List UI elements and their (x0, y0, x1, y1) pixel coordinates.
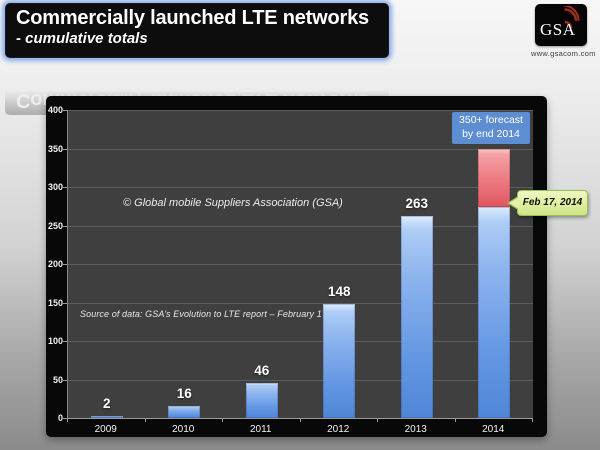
y-axis-tick (63, 264, 67, 265)
source-note: Source of data: GSA’s Evolution to LTE r… (80, 309, 353, 319)
x-axis-category-label: 2013 (404, 424, 427, 435)
y-axis-tick-label: 350 (47, 143, 63, 154)
logo-website-url: www.gsacom.com (531, 49, 596, 58)
y-axis-tick-label: 150 (47, 297, 63, 308)
y-axis-tick-label: 100 (47, 336, 63, 346)
gsa-logo-box: GSA (535, 4, 587, 46)
slide-title: Commercially launched LTE networks (16, 7, 369, 29)
y-axis-tick-label: 300 (47, 182, 63, 192)
bar-value-label-2009: 2 (102, 396, 111, 411)
x-axis-tick (144, 419, 146, 422)
y-axis-tick (63, 379, 67, 381)
date-callout: Feb 17, 2014 (507, 190, 588, 216)
gridline-200 (68, 264, 533, 265)
forecast-annotation: 350+ forecast by end 2014 (452, 112, 530, 145)
gridline-300 (68, 187, 533, 188)
y-axis-tick-label: 400 (47, 105, 63, 115)
bar-2013 (400, 215, 433, 418)
y-axis-tick (63, 148, 67, 150)
gsa-logo: GSA www.gsacom.com (531, 4, 596, 58)
x-axis-category-label: 2009 (94, 424, 117, 435)
chart-frame: © Global mobile Suppliers Association (G… (46, 96, 547, 437)
gridline-400 (68, 110, 533, 111)
forecast-bar-2014 (478, 148, 511, 208)
title-box: Commercially launched LTE networks - cum… (5, 3, 389, 58)
y-axis-tick-label: 0 (57, 413, 63, 423)
y-axis-tick (63, 187, 67, 188)
bar-value-label-2010: 16 (176, 385, 192, 401)
bar-2010 (168, 405, 201, 418)
y-axis-tick (63, 110, 67, 111)
x-axis-tick (222, 419, 223, 422)
callout-date-text: Feb 17, 2014 (522, 197, 583, 208)
bar-2014 (478, 207, 511, 418)
bar-2011 (245, 382, 278, 418)
x-axis-tick (532, 419, 533, 422)
x-axis-category-label: 2011 (249, 424, 272, 435)
bar-value-label-2012: 148 (327, 284, 351, 300)
bar-2012 (323, 304, 356, 418)
y-axis-tick-label: 50 (52, 374, 63, 385)
forecast-annotation-line2: by end 2014 (462, 127, 520, 140)
x-axis-tick (454, 419, 456, 422)
gridline-250 (68, 225, 533, 227)
y-axis-tick-label: 250 (47, 220, 63, 231)
x-axis-tick (377, 419, 378, 422)
y-axis-tick (63, 302, 67, 304)
bar-value-label-2011: 46 (254, 362, 270, 378)
x-axis-category-label: 2010 (172, 424, 195, 435)
slide-subtitle: - cumulative totals (16, 30, 148, 47)
bar-value-label-2013: 263 (405, 195, 429, 211)
y-axis-tick-label: 200 (47, 259, 63, 269)
gridline-350 (68, 148, 533, 150)
y-axis-tick (63, 418, 67, 419)
bar-2009 (90, 416, 123, 418)
y-axis-tick (63, 341, 67, 342)
x-axis-category-label: 2014 (482, 424, 505, 435)
chart-watermark: © Global mobile Suppliers Association (G… (123, 197, 343, 209)
signal-arcs-icon (563, 6, 580, 28)
x-axis-tick (67, 419, 68, 422)
plot-area: © Global mobile Suppliers Association (G… (67, 110, 533, 419)
gridline-50 (68, 379, 533, 381)
forecast-annotation-line1: 350+ forecast (459, 114, 523, 126)
gsa-logo-text: GSA (540, 20, 576, 39)
gridline-100 (68, 341, 533, 342)
x-axis-category-label: 2012 (327, 424, 350, 435)
gridline-150 (68, 302, 533, 304)
y-axis-tick (63, 225, 67, 227)
x-axis-tick (299, 419, 301, 422)
